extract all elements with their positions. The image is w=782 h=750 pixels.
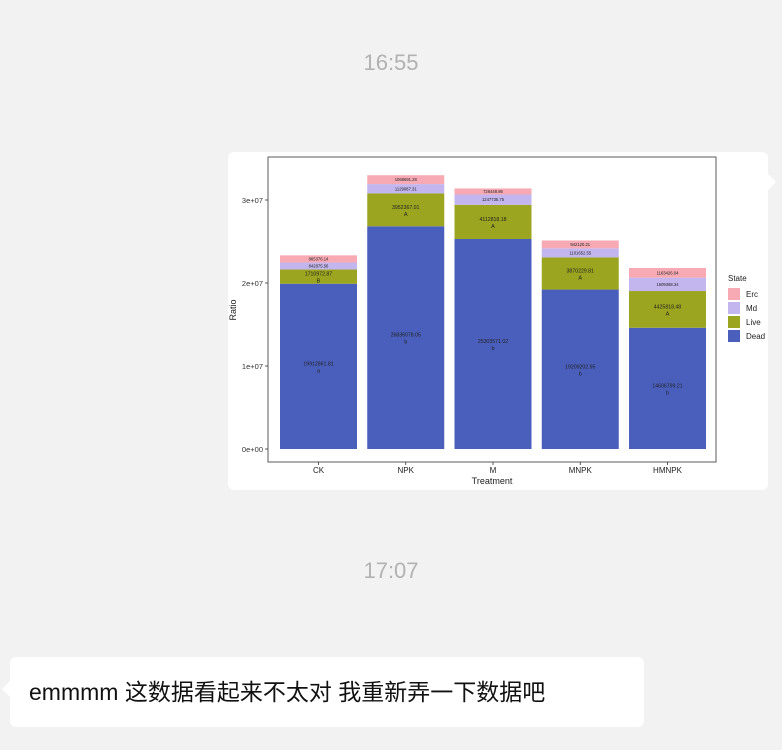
bar-segment-live <box>280 269 357 284</box>
data-label: 4425818.48 <box>654 304 682 310</box>
data-label: 1129087.31 <box>395 186 417 191</box>
significance-letter: A <box>491 224 495 230</box>
bar-segment-live <box>541 257 619 290</box>
timestamp: 17:07 <box>363 558 419 583</box>
data-label: 1247735.75 <box>482 197 505 202</box>
legend-label: Md <box>746 304 757 313</box>
message-text: emmmm 这数据看起来不太对 我重新弄一下数据吧 <box>29 679 546 705</box>
bar-segment-erc <box>541 240 619 249</box>
bar-segment-dead <box>280 283 357 449</box>
data-label: 25303571.02 <box>478 339 508 345</box>
y-tick-label: 0e+00 <box>242 445 263 454</box>
x-axis-label: Treatment <box>472 476 513 486</box>
bar-segment-erc <box>367 175 445 185</box>
x-tick-label: NPK <box>398 466 415 475</box>
data-label: 19209202.95 <box>565 364 595 370</box>
x-tick-label: CK <box>313 466 325 475</box>
legend-key-live <box>728 316 740 328</box>
bar-segment-erc <box>454 188 532 195</box>
data-label: 14606799.21 <box>652 383 682 389</box>
bar-segment-erc <box>280 255 357 263</box>
image-message-bubble[interactable]: Treatment Ratio 0e+00 1e+07 2e+07 3e+07 CK NP… <box>228 152 776 490</box>
y-axis-label: Ratio <box>228 299 238 320</box>
legend-label: Dead <box>746 332 765 341</box>
legend-key-erc <box>728 288 740 300</box>
bar-segment-live <box>454 204 532 239</box>
bar-segment-md <box>367 184 445 194</box>
legend-label: Live <box>746 318 761 327</box>
x-tick-label: HMNPK <box>653 466 683 475</box>
legend-key-md <box>728 302 740 314</box>
bar-segment-dead <box>367 226 445 449</box>
bar-segment-live <box>629 291 706 328</box>
data-label: 942120.21 <box>570 242 590 247</box>
significance-letter: A <box>578 276 582 282</box>
bar-segment-md <box>280 262 357 270</box>
bar-segment-live <box>367 193 445 227</box>
timestamp: 16:55 <box>363 50 419 75</box>
bar-segment-erc <box>629 268 706 278</box>
data-label: 865376.14 <box>309 256 329 261</box>
significance-letter: b <box>404 340 407 346</box>
y-tick-label: 1e+07 <box>242 362 263 371</box>
bar-segment-dead <box>454 238 532 449</box>
significance-letter: A <box>404 212 408 218</box>
bar-segment-md <box>629 277 706 292</box>
data-label: 19912861.81 <box>303 361 333 367</box>
data-label: 3870229.81 <box>567 269 595 275</box>
bar-segment-dead <box>541 289 619 449</box>
x-tick-label: MNPK <box>569 466 593 475</box>
legend-title: State <box>728 274 747 283</box>
data-label: 842875.56 <box>309 264 329 269</box>
y-tick-label: 2e+07 <box>242 279 263 288</box>
data-label: 1710972.87 <box>305 272 333 278</box>
bar-segment-md <box>454 194 532 205</box>
data-label: 26836078.05 <box>391 333 421 339</box>
data-label: 1163426.04 <box>657 270 679 275</box>
significance-letter: b <box>579 371 582 377</box>
bar-segment-md <box>541 248 619 258</box>
bar-segment-dead <box>629 327 706 449</box>
data-label: 726448.86 <box>483 189 503 194</box>
data-label: 1101652.55 <box>569 250 591 255</box>
data-label: 1068691.28 <box>395 177 418 182</box>
data-label: 3952367.01 <box>392 205 420 211</box>
data-label: 1609368.34 <box>656 282 679 287</box>
significance-letter: A <box>666 311 670 317</box>
significance-letter: b <box>491 346 494 352</box>
significance-letter: b <box>666 390 669 396</box>
significance-letter: a <box>317 368 321 374</box>
text-message-bubble[interactable]: emmmm 这数据看起来不太对 我重新弄一下数据吧 <box>2 657 644 727</box>
stacked-bar-chart[interactable]: Treatment Ratio 0e+00 1e+07 2e+07 3e+07 CK NP… <box>228 152 768 490</box>
x-tick-label: M <box>490 466 497 475</box>
significance-letter: B <box>317 279 321 285</box>
data-label: 4112818.18 <box>479 217 506 223</box>
y-tick-label: 3e+07 <box>242 196 263 205</box>
legend-key-dead <box>728 330 740 342</box>
legend-label: Erc <box>746 290 758 299</box>
